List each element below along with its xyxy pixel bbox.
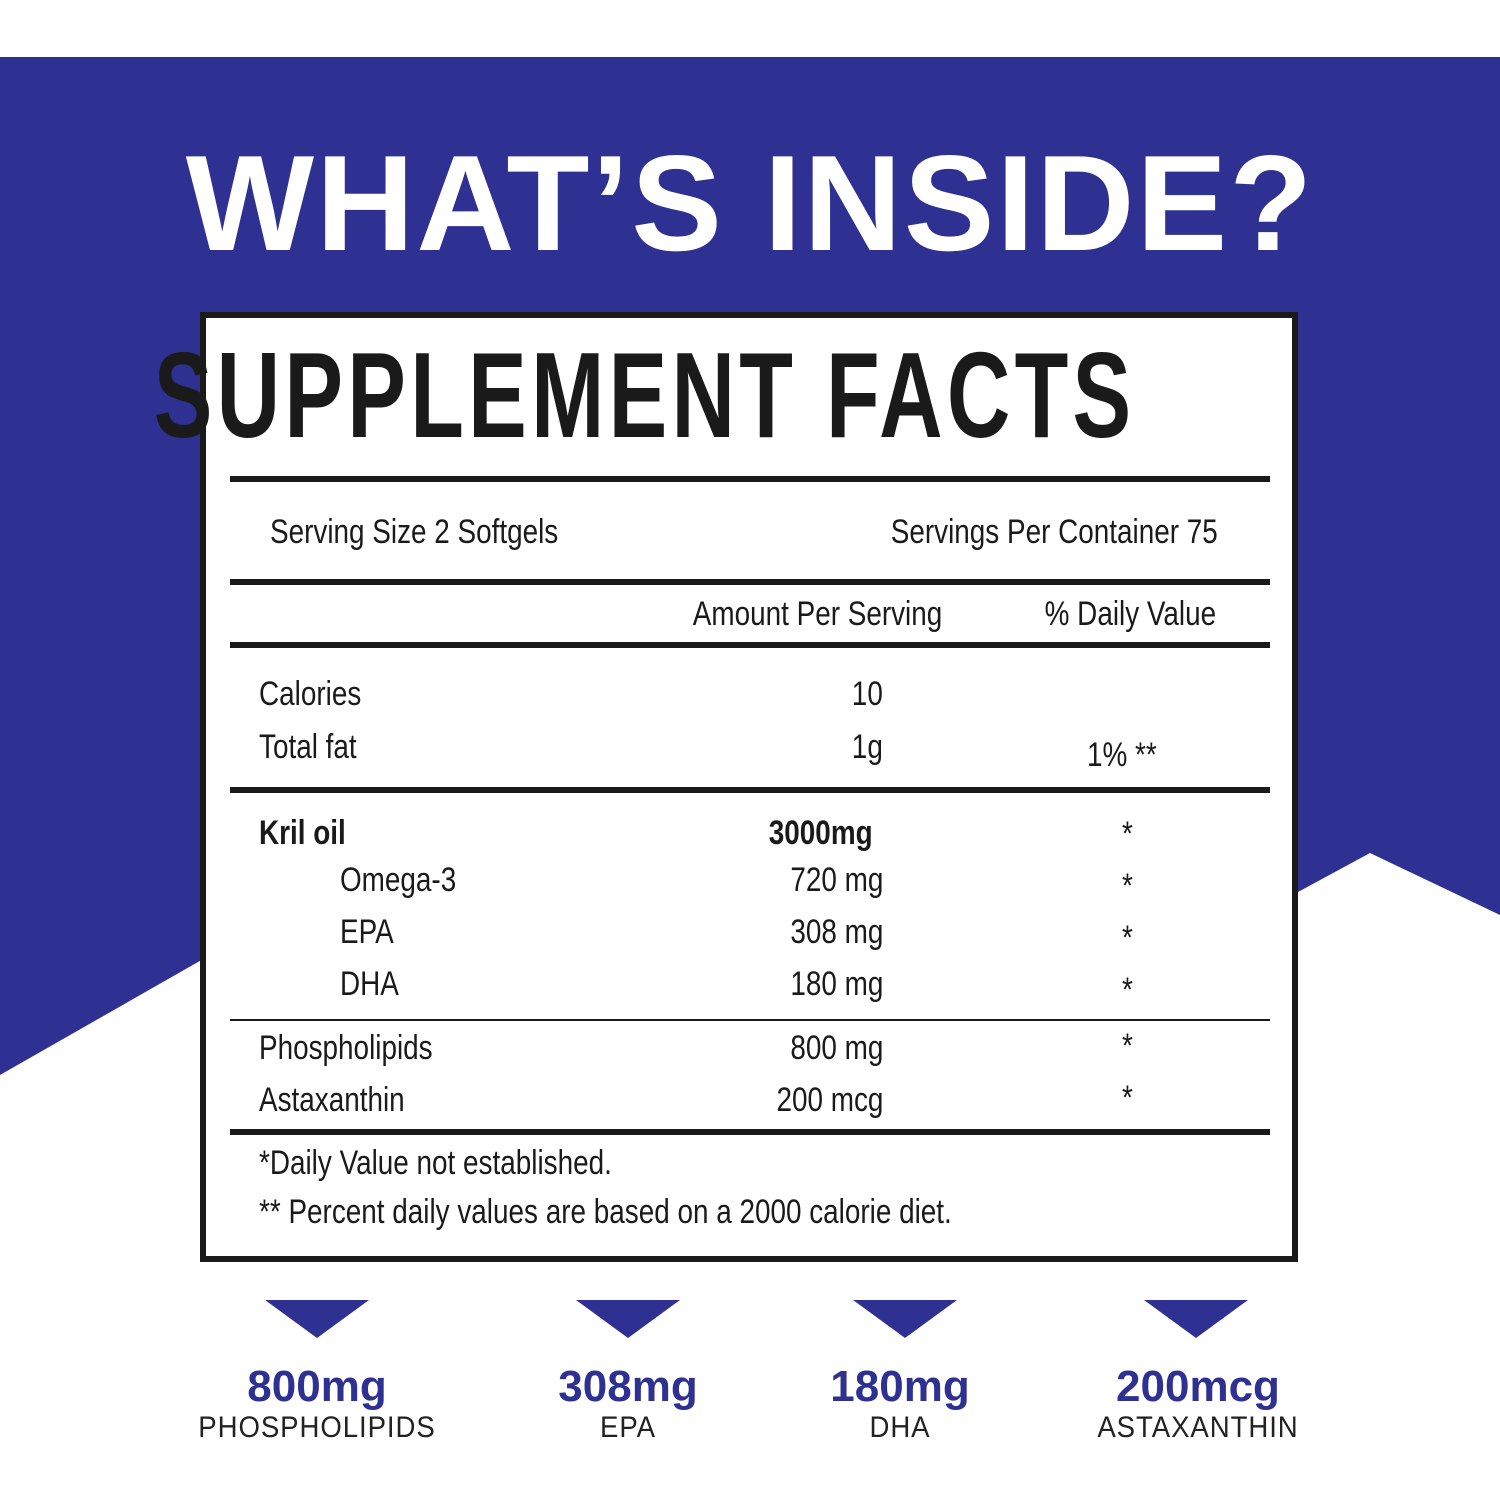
col-amount-header: Amount Per Serving — [692, 595, 942, 633]
triangle-down-icon — [1144, 1300, 1248, 1338]
nutrient-amount: 800 mg — [790, 1029, 883, 1067]
supplement-facts-title: SUPPLEMENT FACTS — [153, 327, 1136, 463]
divider — [230, 476, 1270, 482]
triangle-down-icon — [853, 1300, 957, 1338]
nutrient-name: Calories — [259, 675, 362, 713]
nutrient-name: Omega-3 — [340, 861, 457, 899]
servings-per-container: Servings Per Container 75 — [890, 513, 1218, 551]
nutrient-dv: * — [1122, 815, 1133, 853]
nutrient-amount: 3000mg — [769, 814, 873, 852]
nutrient-dv: 1% ** — [1087, 736, 1157, 774]
highlight-value: 180mg — [830, 1362, 970, 1411]
nutrient-dv: * — [1122, 867, 1133, 905]
highlight-astaxanthin: 200mcg ASTAXANTHIN — [1048, 1363, 1348, 1445]
nutrient-dv: * — [1122, 1079, 1133, 1117]
nutrient-dv: * — [1122, 919, 1133, 957]
nutrient-name: Kril oil — [259, 814, 346, 852]
nutrient-name: Total fat — [259, 728, 357, 766]
nutrient-name: Phospholipids — [259, 1029, 433, 1067]
divider — [230, 1129, 1270, 1135]
footnote: ** Percent daily values are based on a 2… — [259, 1193, 952, 1231]
divider — [230, 579, 1270, 585]
nutrient-amount: 180 mg — [790, 965, 883, 1003]
nutrient-amount: 720 mg — [790, 861, 883, 899]
nutrient-name: DHA — [340, 965, 399, 1003]
nutrient-amount: 1g — [851, 728, 883, 766]
footnote: *Daily Value not established. — [259, 1144, 612, 1182]
highlight-label: ASTAXANTHIN — [1097, 1411, 1299, 1444]
highlight-dha: 180mg DHA — [750, 1363, 1050, 1445]
page-title: WHAT’S INSIDE? — [185, 127, 1315, 279]
nutrient-amount: 308 mg — [790, 913, 883, 951]
highlight-value: 800mg — [247, 1362, 387, 1411]
serving-size: Serving Size 2 Softgels — [270, 513, 559, 551]
nutrient-name: EPA — [340, 913, 394, 951]
highlight-value: 200mcg — [1116, 1362, 1280, 1411]
nutrient-amount: 10 — [851, 675, 883, 713]
divider — [230, 642, 1270, 648]
highlight-phospholipids: 800mg PHOSPHOLIPIDS — [167, 1363, 467, 1445]
triangle-down-icon — [265, 1300, 369, 1338]
nutrient-name: Astaxanthin — [259, 1081, 405, 1119]
nutrient-dv: * — [1122, 971, 1133, 1009]
highlight-label: DHA — [869, 1411, 931, 1444]
highlight-epa: 308mg EPA — [478, 1363, 778, 1445]
nutrient-dv: * — [1122, 1027, 1133, 1065]
divider — [230, 787, 1270, 793]
col-dv-header: % Daily Value — [1044, 595, 1216, 633]
highlight-value: 308mg — [558, 1362, 698, 1411]
triangle-down-icon — [576, 1300, 680, 1338]
divider — [230, 1019, 1270, 1021]
highlight-label: PHOSPHOLIPIDS — [198, 1411, 436, 1444]
highlight-label: EPA — [600, 1411, 656, 1444]
nutrient-amount: 200 mcg — [776, 1081, 883, 1119]
